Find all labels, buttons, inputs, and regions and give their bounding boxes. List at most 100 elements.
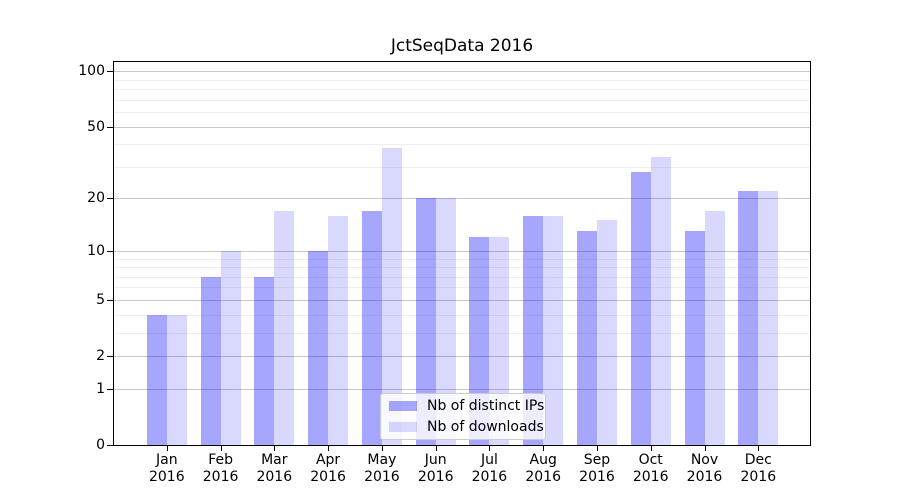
y-gridline-minor: [114, 89, 810, 90]
y-gridline-minor: [114, 258, 810, 260]
chart-title: JctSeqData 2016: [390, 36, 534, 56]
x-tick: [758, 446, 760, 451]
x-tick-month: Mar: [261, 452, 288, 468]
x-tick: [166, 446, 168, 451]
bar-nb-of-distinct-ips-jun: [415, 198, 436, 445]
x-tick-year: 2016: [417, 469, 454, 485]
y-gridline-major: [114, 356, 810, 357]
y-gridline-minor: [114, 267, 810, 268]
x-tick-month: Dec: [744, 452, 772, 468]
y-tick: [107, 71, 113, 72]
y-tick: [107, 445, 113, 446]
y-gridline-minor: [114, 287, 810, 289]
x-tick-month: Jan: [156, 452, 178, 468]
bar-nb-of-distinct-ips-oct: [630, 172, 651, 445]
x-tick-year: 2016: [579, 469, 615, 485]
y-gridline-minor: [114, 112, 810, 113]
x-tick-year: 2016: [686, 469, 723, 485]
bar-nb-of-downloads-aug: [543, 215, 564, 445]
x-tick-label: Mar 2016: [244, 452, 304, 486]
y-tick-label: 50: [87, 119, 105, 135]
y-tick: [107, 127, 113, 128]
x-tick-month: Aug: [529, 452, 557, 468]
y-gridline-major: [114, 388, 810, 390]
x-tick: [597, 446, 598, 451]
y-gridline-major: [114, 250, 810, 252]
y-tick: [107, 389, 113, 390]
x-tick-year: 2016: [740, 469, 777, 485]
plot-area: [113, 61, 811, 446]
x-tick: [489, 446, 491, 451]
x-tick-year: 2016: [525, 469, 561, 485]
x-tick-label: Oct 2016: [621, 452, 681, 486]
legend-swatch-distinct-ips: [389, 401, 417, 411]
bar-nb-of-distinct-ips-apr: [308, 250, 329, 445]
y-gridline-minor: [114, 276, 810, 278]
x-tick-label: Jan 2016: [137, 452, 197, 486]
bar-nb-of-distinct-ips-may: [361, 210, 382, 445]
bar-nb-of-distinct-ips-jan: [146, 314, 167, 445]
x-tick-year: 2016: [148, 469, 185, 485]
y-tick: [107, 198, 113, 199]
bar-nb-of-downloads-apr: [328, 215, 349, 445]
y-tick: [107, 356, 113, 357]
x-tick: [220, 446, 222, 451]
y-tick-label: 1: [96, 381, 105, 397]
x-tick-month: Feb: [208, 452, 233, 468]
legend: Nb of distinct IPs Nb of downloads: [380, 393, 546, 440]
y-tick-label: 2: [96, 348, 105, 364]
x-tick-month: Sep: [583, 452, 611, 468]
x-tick-label: Nov 2016: [675, 452, 735, 486]
bar-nb-of-downloads-nov: [704, 210, 725, 445]
x-tick: [704, 446, 706, 451]
y-gridline-minor: [114, 332, 810, 334]
y-gridline-major: [114, 71, 810, 73]
x-tick-label: Jul 2016: [459, 452, 519, 486]
x-tick-label: May 2016: [352, 452, 412, 486]
y-tick: [107, 251, 113, 252]
y-gridline-minor: [114, 99, 810, 101]
legend-swatch-downloads: [389, 422, 417, 432]
x-tick-month: Nov: [690, 452, 719, 468]
x-tick: [543, 446, 545, 451]
x-tick: [328, 446, 330, 451]
x-tick-label: Feb 2016: [191, 452, 251, 486]
bar-nb-of-distinct-ips-mar: [254, 276, 275, 445]
y-gridline-major: [114, 299, 810, 301]
x-tick-month: Apr: [315, 452, 341, 468]
x-tick-label: Apr 2016: [298, 452, 358, 486]
x-tick-month: May: [367, 452, 397, 468]
legend-label-downloads: Nb of downloads: [427, 419, 544, 435]
x-tick-month: Jul: [480, 452, 498, 468]
bar-nb-of-distinct-ips-sep: [577, 231, 597, 445]
y-gridline-minor: [114, 314, 810, 316]
y-gridline-minor: [114, 79, 810, 81]
bar-nb-of-downloads-dec: [758, 191, 779, 445]
legend-item-distinct-ips: Nb of distinct IPs: [389, 398, 544, 414]
bar-nb-of-distinct-ips-dec: [738, 191, 759, 445]
x-tick-label: Aug 2016: [513, 452, 573, 486]
y-tick-label: 5: [96, 292, 105, 308]
bar-nb-of-downloads-feb: [220, 250, 241, 445]
x-tick-year: 2016: [202, 469, 239, 485]
x-tick-month: Jun: [424, 452, 447, 468]
bar-nb-of-downloads-jan: [166, 314, 187, 445]
y-tick-label: 10: [87, 243, 105, 259]
bar-nb-of-distinct-ips-feb: [200, 276, 221, 445]
y-tick-label: 100: [78, 63, 105, 79]
x-tick-label: Dec 2016: [728, 452, 788, 486]
y-gridline-minor: [114, 144, 810, 146]
legend-label-distinct-ips: Nb of distinct IPs: [427, 398, 545, 414]
x-tick-year: 2016: [364, 469, 400, 485]
y-gridline-minor: [114, 166, 810, 168]
x-tick-year: 2016: [632, 469, 669, 485]
bar-nb-of-distinct-ips-aug: [523, 215, 544, 445]
x-tick: [435, 446, 437, 451]
x-tick-label: Jun 2016: [406, 452, 466, 486]
bar-nb-of-downloads-mar: [274, 210, 295, 445]
x-tick-month: Oct: [638, 452, 663, 468]
bar-nb-of-downloads-oct: [650, 157, 671, 445]
bar-nb-of-distinct-ips-nov: [684, 231, 705, 445]
y-tick-label: 0: [96, 437, 105, 453]
